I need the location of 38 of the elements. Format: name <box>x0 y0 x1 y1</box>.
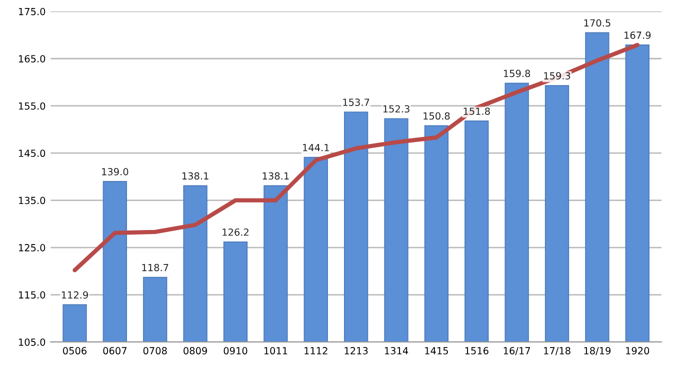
data-label: 152.3 <box>383 105 410 113</box>
y-tick-label: 115.0 <box>19 291 46 299</box>
data-label: 153.7 <box>343 98 370 106</box>
x-tick-label: 1415 <box>425 347 448 354</box>
data-label: 159.8 <box>504 70 530 78</box>
data-label: 167.9 <box>624 32 651 39</box>
x-tick-label: 0607 <box>103 347 126 354</box>
data-label: 126.2 <box>222 228 248 236</box>
x-tick-label: 16/17 <box>504 347 530 356</box>
y-tick-label: 155.0 <box>19 102 46 110</box>
y-tick-label: 165.0 <box>19 55 46 62</box>
x-tick-label: 1920 <box>626 347 650 354</box>
data-label: 118.7 <box>142 264 168 272</box>
data-label: 170.5 <box>584 19 610 27</box>
y-tick-label: 135.0 <box>19 196 46 204</box>
x-tick-label: 0910 <box>224 347 248 354</box>
x-tick-label: 18/19 <box>584 347 611 356</box>
data-label: 144.1 <box>303 144 329 152</box>
x-tick-label: 1213 <box>344 347 368 354</box>
x-tick-label: 1011 <box>264 347 288 354</box>
data-label: 139.0 <box>102 168 128 176</box>
data-label: 138.1 <box>262 172 289 180</box>
data-label: 151.8 <box>464 108 490 115</box>
y-tick-label: 145.0 <box>19 150 46 157</box>
x-tick-label: 1112 <box>304 347 328 354</box>
x-tick-label: 0506 <box>63 347 86 354</box>
line-series <box>72 42 640 272</box>
x-tick-label: 1314 <box>384 347 408 354</box>
x-tick-label: 17/18 <box>544 347 570 356</box>
y-tick-label: 125.0 <box>19 244 46 252</box>
y-tick-label: 175.0 <box>19 8 46 16</box>
data-label: 112.9 <box>62 291 88 299</box>
data-label: 138.1 <box>182 172 208 180</box>
data-label: 150.8 <box>424 112 450 120</box>
x-tick-label: 1516 <box>465 347 488 354</box>
y-tick-label: 105.0 <box>19 338 46 346</box>
x-tick-label: 0809 <box>184 347 207 354</box>
x-tick-label: 0708 <box>143 347 167 354</box>
